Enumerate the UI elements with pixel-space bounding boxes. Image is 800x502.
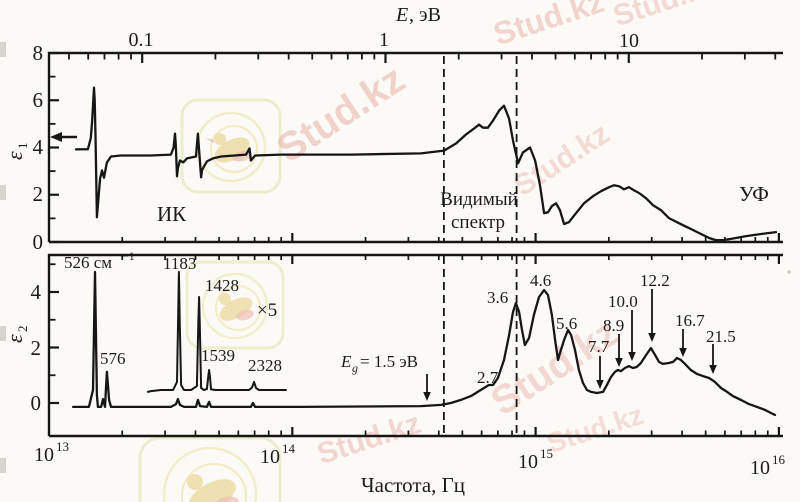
- labels-layer: E , эВ 0.1 1 10 8 6 4 2 0 ε 1 4 2 0 ε 2 …: [2, 4, 786, 497]
- energy-tick-0.1: 0.1: [129, 29, 154, 51]
- uv-peak-label-4.6: 4.6: [530, 271, 551, 290]
- freq-tick-1e16-base: 10: [750, 457, 770, 479]
- uv-peak-label-7.7: 7.7: [588, 337, 610, 356]
- scan-artifact: [0, 185, 6, 200]
- bandgap-value: = 1.5 эВ: [360, 352, 418, 371]
- uv-peak-label-5.6: 5.6: [556, 314, 577, 333]
- annotation-arrowhead: [423, 392, 431, 401]
- freq-axis-title: Частота, Гц: [361, 473, 465, 497]
- eps1-tick-8: 8: [33, 41, 44, 65]
- eps1-tick-2: 2: [33, 182, 44, 206]
- peak-label-1183: 1183: [163, 254, 196, 273]
- chart-geometry: [47, 51, 783, 438]
- eps1-axis-label: ε 1: [2, 143, 30, 161]
- energy-axis-title-units: , эВ: [409, 4, 441, 26]
- watermark-logo: [185, 260, 285, 350]
- annotation-arrowhead: [679, 348, 687, 357]
- peak-label-1539: 1539: [201, 346, 235, 365]
- freq-tick-1e14-exp: 14: [282, 441, 296, 456]
- uv-peak-label-12.2: 12.2: [640, 271, 670, 290]
- annotation-arrowhead: [648, 333, 656, 342]
- peak-label-526: 526 см: [64, 253, 112, 272]
- peak-label-2328: 2328: [248, 356, 282, 375]
- freq-tick-1e14-base: 10: [260, 446, 280, 468]
- region-label-ir: ИК: [157, 202, 187, 226]
- energy-tick-1: 1: [379, 29, 389, 51]
- region-label-visible-line1: Видимый: [440, 189, 518, 210]
- annotation-arrowhead: [615, 358, 623, 367]
- eps2-axis-label: ε 2: [2, 326, 30, 344]
- eps1-axis-subscript: 1: [15, 143, 30, 150]
- annotation-arrowhead: [709, 365, 717, 374]
- freq-tick-1e16-exp: 16: [772, 452, 786, 467]
- annotation-arrowhead: [628, 352, 636, 361]
- scan-artifact: [0, 326, 6, 341]
- eps2-inset-x5-curve: [147, 271, 287, 393]
- top-panel-frame: [47, 51, 783, 242]
- eps2-axis-symbol: ε: [2, 334, 27, 343]
- eps1-tick-6: 6: [33, 88, 44, 112]
- watermark-layer: Stud.kz Stud.kz Stud.kz Stud.kz Stud.kz …: [138, 0, 721, 502]
- eps2-tick-2: 2: [31, 336, 42, 360]
- eps2-tick-4: 4: [31, 280, 42, 304]
- annotation-arrowhead: [596, 380, 604, 389]
- inset-magnification-label: ×5: [257, 300, 277, 321]
- watermark-text: Stud.kz: [543, 399, 647, 459]
- freq-tick-1e15-exp: 15: [540, 446, 553, 461]
- bandgap-symbol: E: [340, 352, 352, 371]
- region-label-visible-line2: спектр: [451, 212, 505, 233]
- watermark-logo: [138, 436, 282, 502]
- scan-artifact: [787, 270, 791, 274]
- eps1-static-value-arrowhead: [50, 132, 62, 142]
- uv-peak-label-3.6: 3.6: [487, 288, 508, 307]
- scan-artifact: [0, 42, 6, 57]
- eps2-curve: [71, 270, 777, 417]
- eps1-tick-4: 4: [33, 135, 44, 159]
- uv-peak-label-10.0: 10.0: [608, 292, 638, 311]
- eps2-tick-0: 0: [31, 391, 42, 415]
- watermark-text: Stud.kz: [508, 117, 615, 203]
- watermark-text: Stud.kz: [489, 0, 608, 52]
- eps1-tick-0: 0: [33, 230, 44, 254]
- energy-tick-10: 10: [619, 30, 639, 52]
- eps1-axis-symbol: ε: [2, 151, 27, 160]
- watermark-text: Stud.kz: [313, 407, 425, 471]
- region-label-uv: УФ: [739, 182, 769, 206]
- uv-peak-label-2.7: 2.7: [477, 368, 499, 387]
- bottom-panel-frame: [47, 253, 783, 436]
- peak-label-1428: 1428: [205, 276, 239, 295]
- eps1-curve: [74, 86, 778, 242]
- freq-tick-1e13-base: 10: [34, 444, 54, 466]
- freq-tick-1e15-base: 10: [518, 451, 538, 473]
- peak-label-576: 576: [100, 349, 126, 368]
- energy-axis-title-symbol: E: [395, 4, 408, 26]
- uv-peak-label-21.5: 21.5: [706, 327, 736, 346]
- uv-peak-label-16.7: 16.7: [675, 311, 705, 330]
- uv-peak-label-8.9: 8.9: [603, 316, 624, 335]
- watermark-text: Stud.kz: [609, 0, 721, 33]
- eps2-axis-subscript: 2: [15, 326, 30, 333]
- freq-tick-1e13-exp: 13: [56, 439, 69, 454]
- scan-artifact: [0, 458, 6, 473]
- bandgap-subscript: g: [352, 361, 358, 375]
